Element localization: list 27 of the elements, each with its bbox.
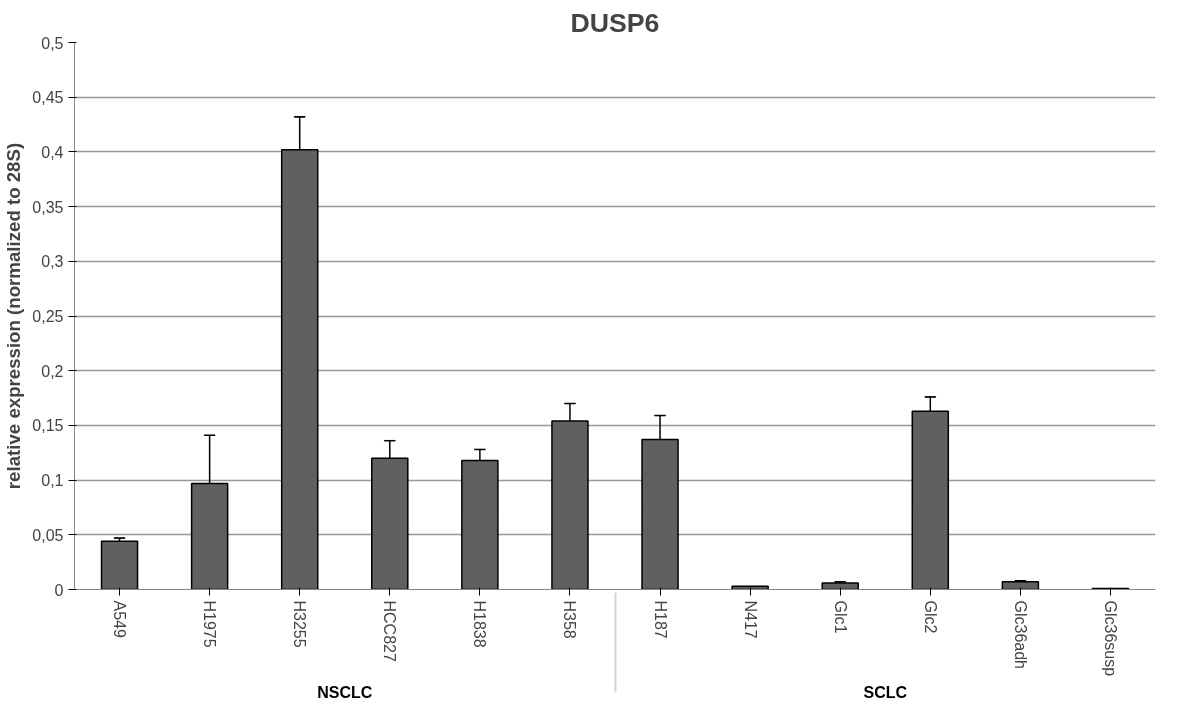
y-tick-label: 0,1 [41,472,64,490]
y-tick-label: 0,35 [32,198,64,216]
x-tick-label: H1838 [471,600,489,648]
x-tick-label: Glc36susp [1101,600,1119,677]
y-tick-label: 0,05 [32,526,64,544]
x-tick-label: A549 [111,600,129,638]
y-tick-label: 0,5 [41,34,64,52]
x-tick-label: H358 [561,600,579,639]
x-tick-label: Glc36adh [1011,600,1029,669]
y-tick-label: 0,3 [41,253,64,271]
text: SCLC [863,684,908,702]
y-tick-label: 0,2 [41,362,64,380]
x-tick-label: H187 [651,600,669,639]
x-tick-label: HCC827 [381,600,399,662]
y-tick-label: 0,25 [32,308,64,325]
text: NSCLC [317,684,373,702]
y-axis-title: relative expression (normalized to 28S) [3,142,25,490]
x-tick-label: H1975 [201,600,219,648]
x-tick-label: Glc2 [921,600,939,634]
x-tick-label: N417 [741,600,759,639]
y-tick-label: 0,45 [32,89,64,107]
y-tick-label: 0 [54,581,64,599]
y-tick-label: 0,4 [41,143,64,161]
x-tick-label: H3255 [291,600,309,648]
chart-title: DUSP6 [570,7,660,38]
x-tick-label: Glc1 [831,600,849,634]
y-tick-label: 0,15 [32,417,64,435]
